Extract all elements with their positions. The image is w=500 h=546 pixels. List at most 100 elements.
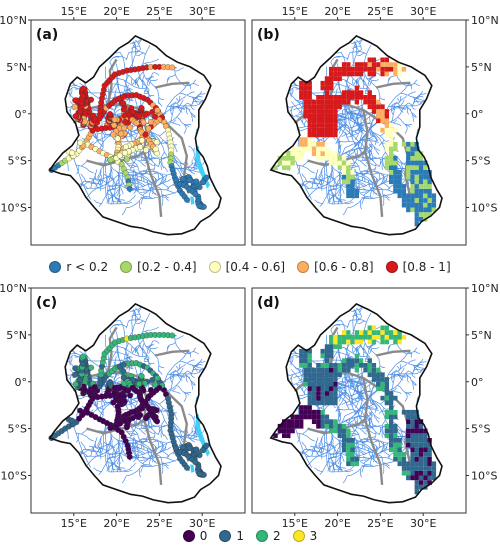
grid-cell	[423, 447, 428, 453]
grid-cell	[384, 334, 389, 340]
grid-cell	[324, 386, 330, 392]
grid-cell	[406, 146, 411, 152]
grid-cell	[337, 433, 342, 438]
grid-cell	[354, 90, 359, 95]
grid-cell	[316, 146, 321, 152]
grid-cell	[418, 433, 424, 438]
subbasin-boundary	[154, 349, 190, 357]
grid-cell	[316, 141, 321, 147]
grid-cell	[427, 461, 432, 467]
grid-cell	[329, 334, 334, 340]
grid-cell	[307, 113, 312, 119]
grid-cell	[320, 419, 325, 424]
grid-cell	[363, 334, 368, 340]
lat-tick-label: 10°S	[471, 202, 497, 215]
grid-cell	[333, 423, 338, 429]
grid-cell	[371, 57, 377, 63]
grid-cell	[350, 456, 355, 462]
grid-cell	[384, 155, 389, 161]
station-point	[120, 93, 127, 100]
grid-cell	[380, 372, 385, 378]
grid-cell	[286, 419, 291, 424]
subbasin-boundary	[362, 377, 384, 485]
grid-cell	[410, 461, 415, 467]
grid-cell	[333, 118, 338, 124]
grid-cell	[324, 132, 330, 138]
grid-cell	[346, 334, 351, 340]
station-point	[114, 135, 121, 142]
grid-cell	[376, 334, 381, 340]
grid-cell	[324, 391, 330, 396]
station-point	[186, 177, 193, 183]
grid-cell	[406, 165, 411, 170]
legend-classes: 0 1 2 3	[0, 526, 500, 546]
grid-cell	[329, 400, 334, 406]
grid-cell	[324, 99, 330, 105]
grid-cell	[414, 461, 419, 467]
grid-cell	[427, 447, 432, 453]
grid-cell	[359, 334, 364, 340]
grid-cell	[393, 155, 398, 161]
grid-cell	[290, 151, 295, 156]
station-point	[111, 390, 118, 397]
station-point	[147, 387, 154, 393]
grid-cell	[397, 62, 402, 67]
grid-cell	[410, 193, 415, 199]
legend-correlation-item: [0.8 - 1]	[385, 260, 451, 274]
legend-label: [0.8 - 1]	[402, 260, 451, 274]
grid-cell	[414, 151, 419, 156]
station-point	[120, 100, 127, 107]
lon-tick-label: 20°E	[103, 517, 129, 530]
grid-cell	[397, 330, 402, 335]
grid-cell	[290, 155, 295, 161]
station-point	[152, 381, 158, 388]
grid-cell	[406, 428, 411, 434]
grid-cell	[376, 330, 381, 335]
grid-cell	[311, 377, 317, 382]
grid-cell	[346, 367, 351, 373]
grid-cell	[341, 179, 347, 185]
grid-cell	[341, 433, 347, 438]
grid-cell	[341, 367, 347, 373]
grid-cell	[393, 339, 398, 345]
grid-cell	[371, 372, 377, 378]
grid-cell	[316, 118, 321, 124]
grid-cell	[316, 95, 321, 100]
grid-cell	[354, 353, 359, 359]
grid-cell	[418, 165, 424, 170]
grid-cell	[397, 174, 402, 180]
grid-cell	[290, 428, 295, 434]
station-point	[152, 146, 159, 153]
grid-cell	[316, 372, 321, 378]
grid-cell	[401, 452, 407, 457]
grid-cell	[333, 395, 338, 401]
station-point	[72, 97, 79, 104]
grid-cell	[397, 66, 402, 72]
grid-cell	[333, 391, 338, 396]
grid-cell	[389, 66, 394, 72]
grid-cell	[410, 470, 415, 476]
grid-cell	[414, 198, 419, 203]
station-point	[147, 119, 154, 125]
subbasin-boundary	[86, 150, 145, 167]
grid-cell	[324, 381, 330, 387]
grid-cell	[320, 99, 325, 105]
grid-cells	[273, 57, 437, 227]
station-point	[136, 113, 143, 119]
grid-cell	[389, 391, 394, 396]
grid-cell	[423, 170, 428, 175]
grid-cell	[367, 358, 372, 363]
grid-cell	[406, 409, 411, 415]
grid-cell	[384, 409, 389, 415]
grid-cell	[414, 484, 419, 490]
grid-cell	[393, 66, 398, 72]
grid-cell	[341, 339, 347, 345]
station-point	[88, 96, 95, 103]
map-panel-a: (a) 10°N 5°N 0° 5°S 10°S 15°E 20°E 25°E 30°E	[0, 5, 246, 246]
basin-outline	[269, 34, 443, 236]
grid-cell	[320, 363, 325, 368]
station-point	[154, 107, 161, 114]
grid-cell	[307, 348, 312, 354]
grid-cell	[406, 170, 411, 175]
